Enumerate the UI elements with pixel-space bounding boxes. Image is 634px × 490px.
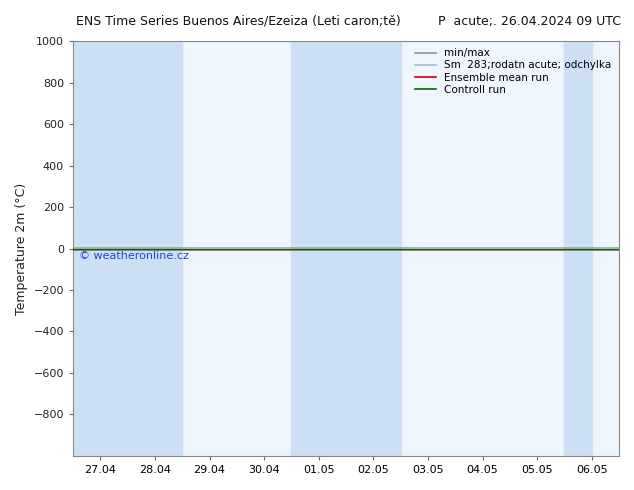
Text: ENS Time Series Buenos Aires/Ezeiza (Leti caron;tě): ENS Time Series Buenos Aires/Ezeiza (Let… bbox=[76, 15, 401, 28]
Bar bbox=[564, 41, 592, 456]
Y-axis label: Temperature 2m (°C): Temperature 2m (°C) bbox=[15, 182, 28, 315]
Legend: min/max, Sm  283;rodatn acute; odchylka, Ensemble mean run, Controll run: min/max, Sm 283;rodatn acute; odchylka, … bbox=[411, 44, 616, 99]
Bar bbox=[73, 41, 182, 456]
Text: © weatheronline.cz: © weatheronline.cz bbox=[79, 250, 188, 261]
Text: P  acute;. 26.04.2024 09 UTC: P acute;. 26.04.2024 09 UTC bbox=[438, 15, 621, 28]
Bar bbox=[292, 41, 401, 456]
